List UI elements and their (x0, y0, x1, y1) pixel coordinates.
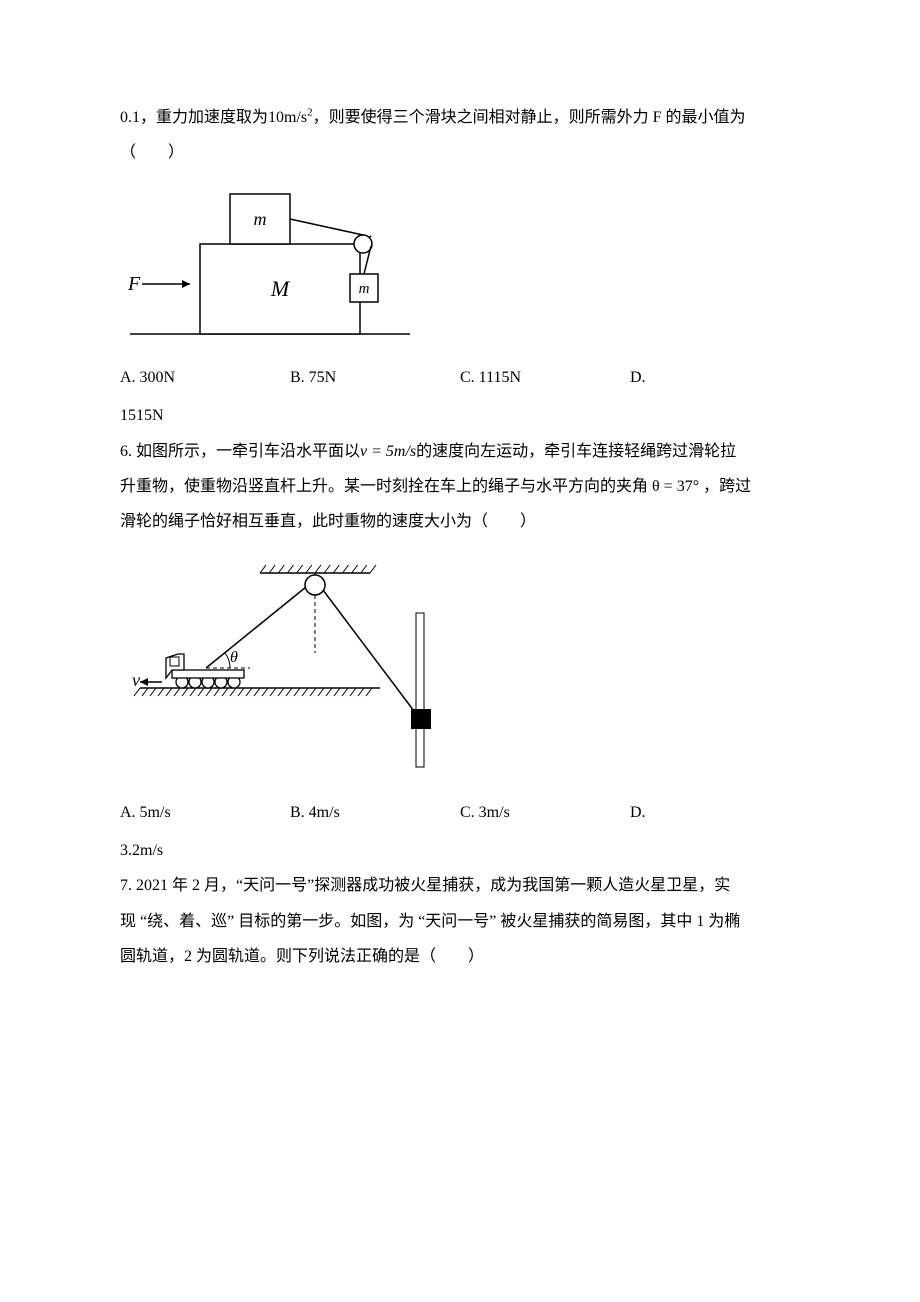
q6-opt-d: D. (630, 797, 800, 829)
q7-line3: 圆轨道，2 为圆轨道。则下列说法正确的是（ ） (120, 939, 800, 974)
q5-opt-b: B. 75N (290, 362, 460, 394)
q6-line3: 滑轮的绳子恰好相互垂直，此时重物的速度大小为（ ） (120, 504, 800, 539)
q6-options: A. 5m/s B. 4m/s C. 3m/s D. (120, 797, 800, 829)
svg-text:v: v (132, 670, 140, 690)
q5-opt-a: A. 300N (120, 362, 290, 394)
q5-figure: Mm m F (120, 184, 800, 354)
q6-opt-c: C. 3m/s (460, 797, 630, 829)
q5-opt-c: C. 1115N (460, 362, 630, 394)
q6-l1-post: 的速度向左运动，牵引车连接轻绳跨过滑轮拉 (416, 443, 736, 460)
q5-options: A. 300N B. 75N C. 1115N D. (120, 362, 800, 394)
q6-line1: 6. 如图所示，一牵引车沿水平面以v = 5m/s的速度向左运动，牵引车连接轻绳… (120, 434, 800, 469)
svg-text:F: F (127, 273, 141, 295)
q5-cont-post: ，则要使得三个滑块之间相对静止，则所需外力 F 的最小值为 (313, 109, 746, 126)
svg-text:θ: θ (230, 649, 238, 666)
q7-line2: 现 “绕、着、巡” 目标的第一步。如图，为 “天问一号” 被火星捕获的简易图，其… (120, 904, 800, 939)
q6-line2: 升重物，使重物沿竖直杆上升。某一时刻拴在车上的绳子与水平方向的夹角 θ = 37… (120, 469, 800, 504)
q6-opt-a: A. 5m/s (120, 797, 290, 829)
q5-cont-line: 0.1，重力加速度取为10m/s2，则要使得三个滑块之间相对静止，则所需外力 F… (120, 100, 800, 135)
q6-opt-d-val: 3.2m/s (120, 833, 800, 868)
q5-opt-d-val: 1515N (120, 398, 800, 433)
svg-text:m: m (254, 209, 267, 229)
q6-figure: θv (120, 553, 800, 773)
q6-l1-pre: 6. 如图所示，一牵引车沿水平面以 (120, 443, 360, 460)
q5-g: 10m/s (268, 109, 307, 126)
svg-text:m: m (359, 281, 370, 297)
q5-opt-d: D. (630, 362, 800, 394)
svg-text:M: M (270, 276, 291, 301)
q7-line1: 7. 2021 年 2 月，“天问一号”探测器成功被火星捕获，成为我国第一颗人造… (120, 868, 800, 903)
q6-v: v = 5m/s (360, 443, 416, 460)
q5-cont-pre: 0.1，重力加速度取为 (120, 109, 268, 126)
q5-paren: （ ） (120, 135, 800, 170)
q6-opt-b: B. 4m/s (290, 797, 460, 829)
